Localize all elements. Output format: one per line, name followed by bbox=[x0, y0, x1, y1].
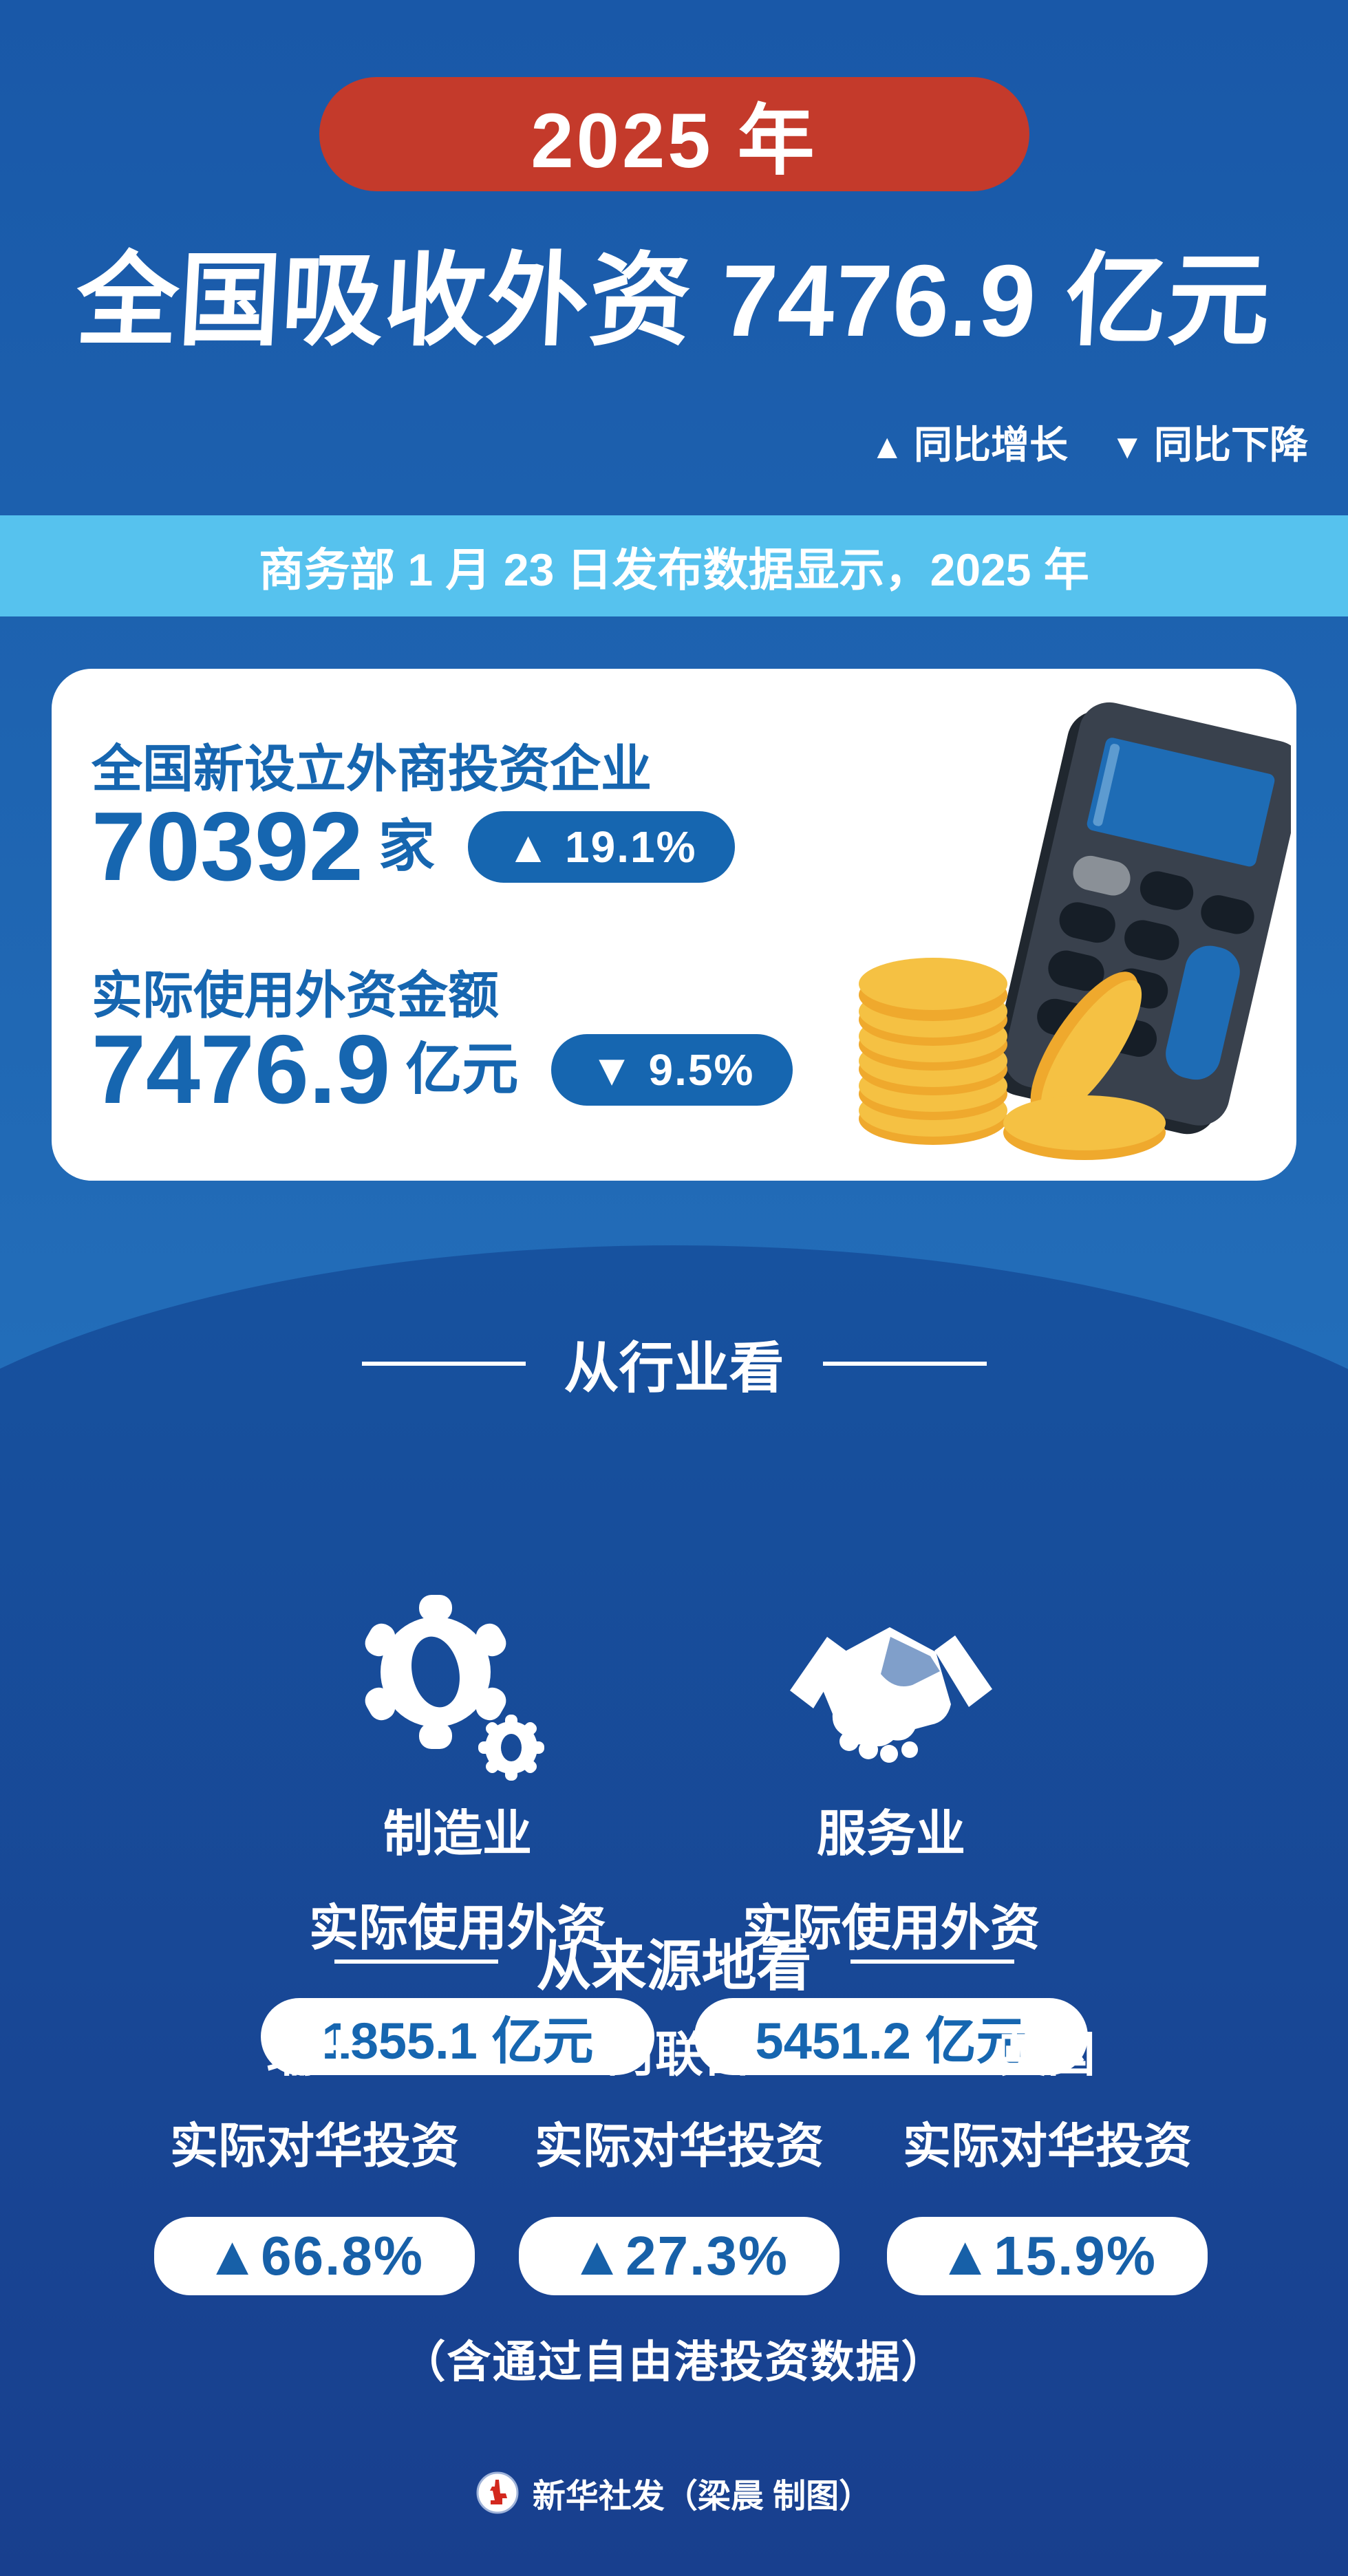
new-enterprises-value-row: 70392 家 ▲ 19.1% bbox=[92, 792, 736, 901]
source-banner-text: 商务部 1 月 23 日发布数据显示，2025 年 bbox=[259, 544, 1089, 595]
gears-icon bbox=[196, 1595, 719, 1783]
heading-rule-left bbox=[334, 1960, 498, 1964]
uae-column: 阿联酋 实际对华投资 ▲27.3% bbox=[517, 2016, 841, 2295]
legend-down-label: 同比下降 bbox=[1154, 423, 1308, 466]
services-label: 服务业 bbox=[816, 1807, 965, 1862]
services-sublabel: 实际使用外资 bbox=[742, 1901, 1040, 1956]
change-legend: ▲ 同比增长 ▼ 同比下降 bbox=[870, 414, 1308, 470]
handshake-icon bbox=[630, 1598, 1153, 1783]
source-banner: 商务部 1 月 23 日发布数据显示，2025 年 bbox=[0, 515, 1348, 616]
uk-change-badge: ▲15.9% bbox=[887, 2217, 1208, 2295]
down-triangle-icon: ▼ bbox=[1110, 427, 1145, 466]
xinhua-logo-icon bbox=[476, 2471, 519, 2514]
manufacturing-label: 制造业 bbox=[383, 1807, 532, 1862]
year-badge-label: 2025 年 bbox=[531, 98, 817, 184]
fdi-amount-change-badge: ▼ 9.5% bbox=[551, 1034, 793, 1106]
up-triangle-icon: ▲ bbox=[870, 427, 904, 466]
new-enterprises-value: 70392 bbox=[92, 792, 363, 901]
industry-heading-text: 从行业看 bbox=[564, 1338, 784, 1399]
manufacturing-column: 制造业 实际使用外资 1855.1 亿元 bbox=[196, 1595, 719, 2075]
fdi-amount-value: 7476.9 bbox=[92, 1015, 391, 1124]
manufacturing-sublabel: 实际使用外资 bbox=[308, 1901, 606, 1956]
switzerland-label: 瑞士 bbox=[266, 2028, 363, 2081]
uae-change-badge: ▲27.3% bbox=[519, 2217, 839, 2295]
fdi-amount-unit: 亿元 bbox=[405, 1038, 519, 1101]
uk-label: 英国 bbox=[999, 2028, 1095, 2081]
switzerland-change-badge: ▲66.8% bbox=[154, 2217, 475, 2295]
coins-calculator-illustration bbox=[859, 702, 1291, 1160]
credit-line: 新华社发（梁晨 制图） bbox=[0, 2469, 1348, 2517]
uae-label: 阿联酋 bbox=[607, 2028, 751, 2081]
fdi-amount-label: 实际使用外资金额 bbox=[92, 967, 499, 1024]
new-enterprises-change-badge: ▲ 19.1% bbox=[467, 811, 736, 883]
new-enterprises-label: 全国新设立外商投资企业 bbox=[92, 740, 652, 797]
industry-section-heading: 从行业看 bbox=[0, 1324, 1348, 1404]
uk-column: 英国 实际对华投资 ▲15.9% bbox=[886, 2016, 1209, 2295]
uae-sublabel: 实际对华投资 bbox=[535, 2119, 824, 2173]
source-section-heading: 从来源地看 bbox=[0, 1922, 1348, 2001]
summary-card: 全国新设立外商投资企业 70392 家 ▲ 19.1% 实际使用外资金额 747… bbox=[52, 669, 1296, 1181]
uk-sublabel: 实际对华投资 bbox=[903, 2119, 1192, 2173]
fdi-amount-value-row: 7476.9 亿元 ▼ 9.5% bbox=[92, 1021, 793, 1119]
switzerland-sublabel: 实际对华投资 bbox=[170, 2119, 459, 2173]
services-value-badge: 5451.2 亿元 bbox=[694, 1998, 1088, 2075]
year-badge: 2025 年 bbox=[319, 77, 1029, 191]
legend-up-label: 同比增长 bbox=[913, 423, 1068, 466]
services-column: 服务业 实际使用外资 5451.2 亿元 bbox=[630, 1598, 1153, 2075]
credit-text: 新华社发（梁晨 制图） bbox=[532, 2478, 873, 2515]
source-heading-text: 从来源地看 bbox=[536, 1935, 812, 1997]
heading-rule-right bbox=[850, 1960, 1014, 1964]
footnote: （含通过自由港投资数据） bbox=[401, 2337, 947, 2387]
manufacturing-value-badge: 1855.1 亿元 bbox=[261, 1998, 654, 2075]
heading-rule-left bbox=[361, 1362, 526, 1366]
page-title: 全国吸收外资 7476.9 亿元 bbox=[73, 244, 1274, 358]
new-enterprises-unit: 家 bbox=[378, 815, 435, 878]
switzerland-column: 瑞士 实际对华投资 ▲66.8% bbox=[153, 2016, 476, 2295]
heading-rule-right bbox=[822, 1362, 987, 1366]
coin-stack bbox=[859, 958, 1007, 1145]
